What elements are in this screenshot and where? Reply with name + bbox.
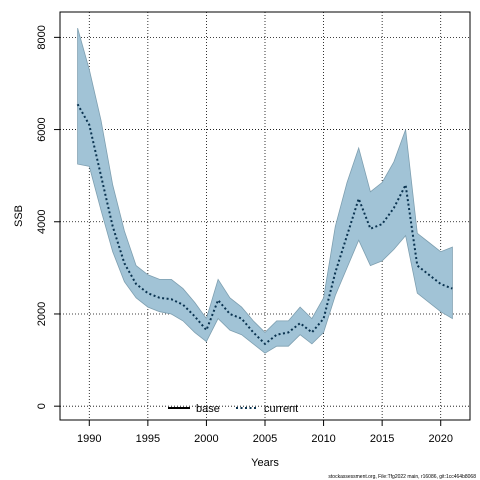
x-tick-label: 2015 <box>370 433 394 445</box>
x-axis-title: Years <box>251 457 279 469</box>
x-tick-label: 2010 <box>311 433 335 445</box>
y-tick-label: 8000 <box>36 25 48 49</box>
gridlines <box>60 12 470 420</box>
x-tick-label: 1995 <box>136 433 160 445</box>
x-axis-ticks: 1990 1995 2000 2005 2010 2015 2020 <box>77 420 453 445</box>
legend-label-current: current <box>264 403 298 415</box>
x-tick-label: 2005 <box>253 433 277 445</box>
legend-label-base: base <box>196 403 220 415</box>
x-tick-label: 2000 <box>194 433 218 445</box>
series-line-current <box>76 103 453 346</box>
confidence-band <box>77 27 453 354</box>
legend: base current <box>168 403 298 415</box>
y-axis-title: SSB <box>13 205 25 227</box>
y-axis-ticks: 0 2000 4000 6000 8000 <box>36 25 60 409</box>
y-tick-label: 4000 <box>36 210 48 234</box>
y-tick-label: 2000 <box>36 302 48 326</box>
y-tick-label: 6000 <box>36 117 48 141</box>
footnote: stockassessment.org, File:Tfg2022 main, … <box>328 474 476 480</box>
x-tick-label: 1990 <box>77 433 101 445</box>
x-tick-label: 2020 <box>428 433 452 445</box>
y-tick-label: 0 <box>36 403 48 409</box>
